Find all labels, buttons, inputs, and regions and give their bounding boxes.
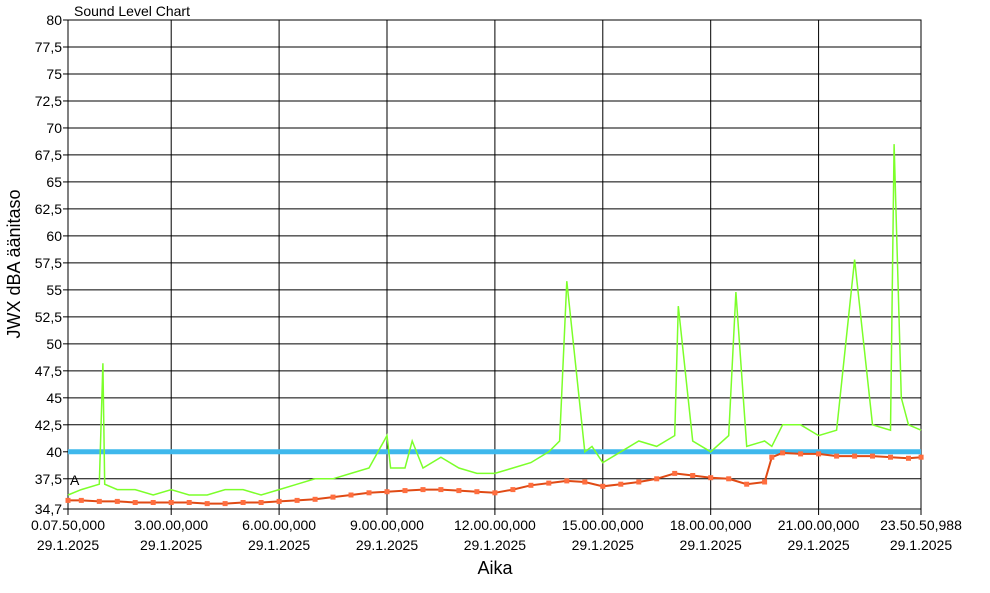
x-tick-time-label: 3.00.00,000 (134, 517, 208, 533)
y-tick-label: 37,5 (35, 471, 62, 487)
series-marker-label: A (70, 472, 80, 488)
x-tick-time-label: 23.50.50,988 (880, 517, 962, 533)
y-tick-label: 57,5 (35, 255, 62, 271)
level-point (564, 478, 570, 484)
level-point (312, 496, 318, 502)
y-tick-label: 55 (46, 282, 62, 298)
x-tick-time-label: 0.07.50,000 (31, 517, 105, 533)
y-tick-label: 60 (46, 228, 62, 244)
level-point (114, 498, 120, 504)
x-tick-date-label: 29.1.2025 (356, 537, 418, 553)
level-point (546, 480, 552, 486)
level-point (294, 497, 300, 503)
level-point (582, 479, 588, 485)
level-point (528, 482, 534, 488)
level-point (186, 500, 192, 505)
level-point (168, 500, 174, 505)
level-point (636, 479, 642, 485)
level-point (834, 453, 840, 459)
level-point (492, 490, 498, 496)
level-point (222, 501, 228, 507)
y-tick-label: 77,5 (35, 39, 62, 55)
chart-title: Sound Level Chart (74, 3, 190, 19)
level-point (456, 488, 462, 494)
y-tick-label: 47,5 (35, 363, 62, 379)
x-tick-date-label: 29.1.2025 (140, 537, 202, 553)
x-tick-date-label: 29.1.2025 (787, 537, 849, 553)
x-tick-time-label: 9.00.00,000 (350, 517, 424, 533)
level-point (438, 487, 444, 493)
x-tick-date-label: 29.1.2025 (248, 537, 310, 553)
level-point (744, 481, 750, 487)
y-tick-label: 62,5 (35, 201, 62, 217)
y-tick-label: 42,5 (35, 417, 62, 433)
y-tick-label: 52,5 (35, 309, 62, 325)
x-axis-ticks: 0.07.50,000 29.1.2025 3.00.00,000 29.1.2025… (31, 509, 962, 553)
y-tick-label: 67,5 (35, 147, 62, 163)
y-tick-label: 34,7 (35, 501, 62, 517)
level-point (690, 473, 696, 478)
x-tick-time-label: 21.00.00,000 (778, 517, 860, 533)
level-point (672, 470, 678, 476)
level-point (906, 455, 911, 461)
level-point (762, 479, 768, 485)
level-point (816, 451, 822, 457)
y-tick-label: 50 (46, 336, 62, 352)
x-axis-label: Aika (477, 558, 513, 578)
y-tick-label: 65 (46, 174, 62, 190)
level-point (204, 501, 210, 507)
x-tick-date-label: 29.1.2025 (37, 537, 99, 553)
x-tick-time-label: 12.00.00,000 (454, 517, 536, 533)
level-point (366, 490, 372, 496)
level-point (918, 454, 924, 460)
y-tick-label: 70 (46, 120, 62, 136)
level-point (132, 500, 138, 505)
level-point (510, 487, 516, 493)
x-tick-date-label: 29.1.2025 (890, 537, 952, 553)
level-point (240, 500, 246, 505)
y-tick-label: 72,5 (35, 93, 62, 109)
level-point (402, 488, 408, 494)
x-tick-time-label: 15.00.00,000 (562, 517, 644, 533)
level-point (726, 476, 732, 482)
level-markers (65, 450, 924, 507)
level-point (888, 454, 893, 460)
level-point (708, 475, 714, 481)
x-tick-date-label: 29.1.2025 (680, 537, 742, 553)
x-tick-date-label: 29.1.2025 (572, 537, 634, 553)
level-point (780, 450, 786, 456)
level-point (798, 451, 804, 457)
grid-lines (67, 19, 922, 510)
level-point (330, 494, 336, 500)
level-point (420, 487, 426, 493)
x-tick-time-label: 6.00.00,000 (242, 517, 316, 533)
level-point (769, 454, 775, 460)
level-point (78, 497, 84, 503)
x-tick-time-label: 18.00.00,000 (670, 517, 752, 533)
level-point (150, 500, 156, 505)
y-axis-ticks: 80 77,5 75 72,5 70 67,5 65 62,5 60 57,5 55 52,5 50 47… (35, 12, 68, 517)
level-point (384, 489, 390, 495)
level-point (276, 498, 282, 504)
x-tick-date-label: 29.1.2025 (464, 537, 526, 553)
level-point (96, 498, 102, 504)
peak-series (67, 144, 922, 496)
y-tick-label: 75 (46, 66, 62, 82)
level-point (600, 483, 606, 489)
level-point (618, 481, 624, 487)
y-axis-label: JWX dBA äänitaso (4, 189, 24, 338)
y-tick-label: 45 (46, 390, 62, 406)
y-tick-label: 40 (46, 444, 62, 460)
level-point (258, 500, 264, 505)
level-point (348, 492, 354, 498)
peak-series-line (67, 144, 922, 496)
level-point (654, 476, 660, 482)
level-point (852, 453, 858, 459)
level-point (65, 497, 71, 503)
level-point (474, 489, 480, 495)
y-tick-label: 80 (46, 12, 62, 28)
level-point (870, 453, 875, 459)
